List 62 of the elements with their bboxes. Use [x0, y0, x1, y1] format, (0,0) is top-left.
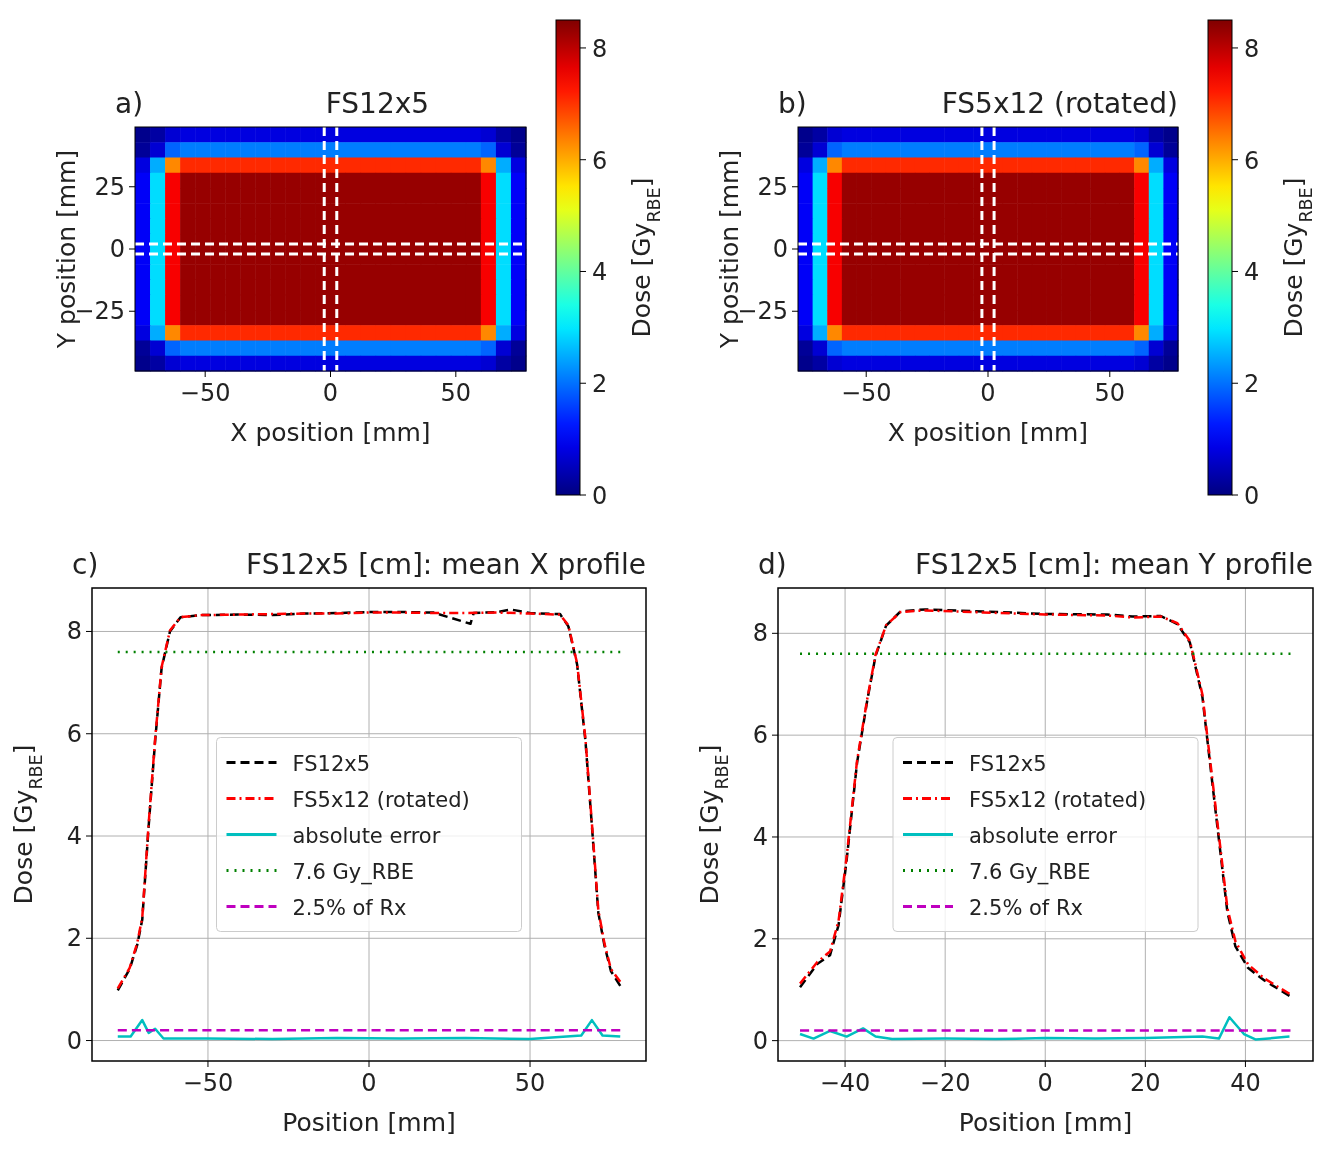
legend-label: 7.6 Gy_RBE: [969, 859, 1091, 885]
color-bar-label: 4: [1244, 258, 1260, 287]
legend-label: FS12x5: [292, 751, 371, 776]
legend-label: 2.5% of Rx: [292, 895, 407, 920]
x-tick-label: 0: [361, 1069, 377, 1097]
y-tick-label: 2: [66, 924, 82, 953]
chart-title: FS12x5 [cm]: mean Y profile: [915, 548, 1313, 581]
x-tick-label: 0: [1037, 1069, 1053, 1097]
x-tick-label: −50: [179, 379, 231, 407]
y-tick-label: 4: [752, 822, 768, 851]
x-axis-title: Position [mm]: [282, 1108, 456, 1137]
chart-title: FS12x5 [cm]: mean X profile: [246, 548, 646, 581]
color-bar-label: 2: [592, 370, 608, 399]
y-tick-label: 8: [66, 617, 82, 646]
y-tick-label: 0: [772, 235, 788, 263]
color-bar-label: 0: [1244, 482, 1260, 510]
y-tick-label: 25: [94, 172, 125, 201]
x-tick-label: 50: [1094, 379, 1126, 407]
y-tick-label: 0: [109, 235, 125, 263]
x-tick-label: 0: [980, 379, 996, 407]
x-tick-label: −40: [819, 1069, 871, 1097]
x-axis-title: Position [mm]: [958, 1108, 1133, 1137]
y-tick-label: 25: [757, 172, 788, 201]
chart-title: FS12x5: [325, 87, 430, 120]
x-tick-label: −50: [840, 379, 892, 407]
chart-title: FS5x12 (rotated): [941, 87, 1178, 120]
x-tick-label: 50: [514, 1069, 546, 1097]
x-tick-label: 0: [322, 379, 339, 407]
color-bar-label: 0: [592, 482, 608, 510]
y-tick-label: 4: [66, 822, 82, 851]
legend-label: FS5x12 (rotated): [969, 787, 1147, 812]
y-tick-label: 8: [752, 619, 768, 648]
y-tick-label: 2: [752, 924, 768, 953]
color-bar-label: 4: [592, 258, 608, 287]
legend-label: FS12x5: [969, 751, 1047, 776]
line-series: [116, 1018, 622, 1041]
x-tick-label: 50: [440, 379, 472, 407]
text: c): [72, 548, 99, 581]
y-tick-label: 0: [66, 1026, 82, 1055]
line-series: [798, 1015, 1291, 1041]
y-tick-label: 6: [752, 721, 768, 750]
color-bar-label: 2: [1244, 370, 1260, 399]
x-axis-title: X position [mm]: [230, 418, 431, 447]
color-bar-label: 6: [1244, 146, 1260, 175]
x-axis-title: X position [mm]: [887, 418, 1089, 447]
y-tick-label: 0: [752, 1026, 768, 1055]
legend-label: absolute error: [969, 823, 1118, 848]
legend-label: 7.6 Gy_RBE: [292, 859, 415, 885]
color-bar-label: 8: [1244, 34, 1260, 63]
text: b): [778, 87, 807, 120]
legend-label: 2.5% of Rx: [969, 895, 1083, 920]
x-tick-label: −20: [919, 1069, 971, 1097]
color-bar-label: 8: [592, 34, 608, 63]
text: a): [115, 87, 144, 120]
x-tick-label: −50: [182, 1069, 234, 1097]
legend-label: absolute error: [292, 823, 441, 848]
color-bar-label: 6: [592, 146, 608, 175]
legend-label: FS5x12 (rotated): [292, 787, 470, 812]
x-tick-label: 40: [1230, 1069, 1261, 1097]
x-tick-label: 20: [1130, 1069, 1161, 1097]
y-tick-label: 6: [66, 719, 82, 748]
text: d): [758, 548, 787, 581]
